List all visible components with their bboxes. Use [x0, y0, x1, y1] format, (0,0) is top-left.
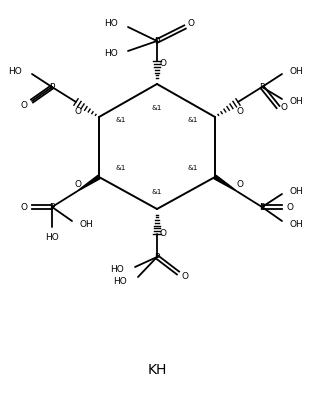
- Text: OH: OH: [290, 97, 304, 106]
- Text: O: O: [236, 106, 243, 115]
- Text: &1: &1: [188, 117, 198, 123]
- Text: P: P: [49, 83, 55, 92]
- Text: O: O: [187, 20, 194, 28]
- Polygon shape: [76, 176, 100, 192]
- Text: HO: HO: [113, 277, 127, 286]
- Text: OH: OH: [290, 187, 304, 196]
- Text: OH: OH: [80, 220, 94, 229]
- Text: O: O: [160, 229, 166, 238]
- Polygon shape: [214, 176, 238, 192]
- Text: O: O: [236, 180, 243, 189]
- Text: KH: KH: [147, 362, 167, 376]
- Text: O: O: [74, 106, 82, 115]
- Text: O: O: [286, 203, 294, 212]
- Text: HO: HO: [110, 265, 124, 274]
- Text: &1: &1: [152, 105, 162, 111]
- Text: HO: HO: [8, 67, 22, 76]
- Text: P: P: [259, 83, 265, 92]
- Text: O: O: [280, 103, 288, 112]
- Text: &1: &1: [116, 164, 126, 170]
- Text: OH: OH: [290, 220, 304, 229]
- Text: OH: OH: [290, 67, 304, 76]
- Text: O: O: [20, 100, 28, 109]
- Text: O: O: [74, 180, 82, 189]
- Text: P: P: [259, 203, 265, 212]
- Text: O: O: [160, 59, 166, 68]
- Text: HO: HO: [104, 49, 118, 59]
- Text: P: P: [49, 203, 55, 212]
- Text: P: P: [154, 253, 160, 262]
- Text: O: O: [181, 272, 188, 281]
- Text: O: O: [20, 203, 28, 212]
- Text: HO: HO: [104, 20, 118, 28]
- Text: HO: HO: [45, 233, 59, 242]
- Text: &1: &1: [188, 164, 198, 170]
- Text: &1: &1: [116, 117, 126, 123]
- Text: P: P: [154, 37, 160, 47]
- Text: &1: &1: [152, 188, 162, 194]
